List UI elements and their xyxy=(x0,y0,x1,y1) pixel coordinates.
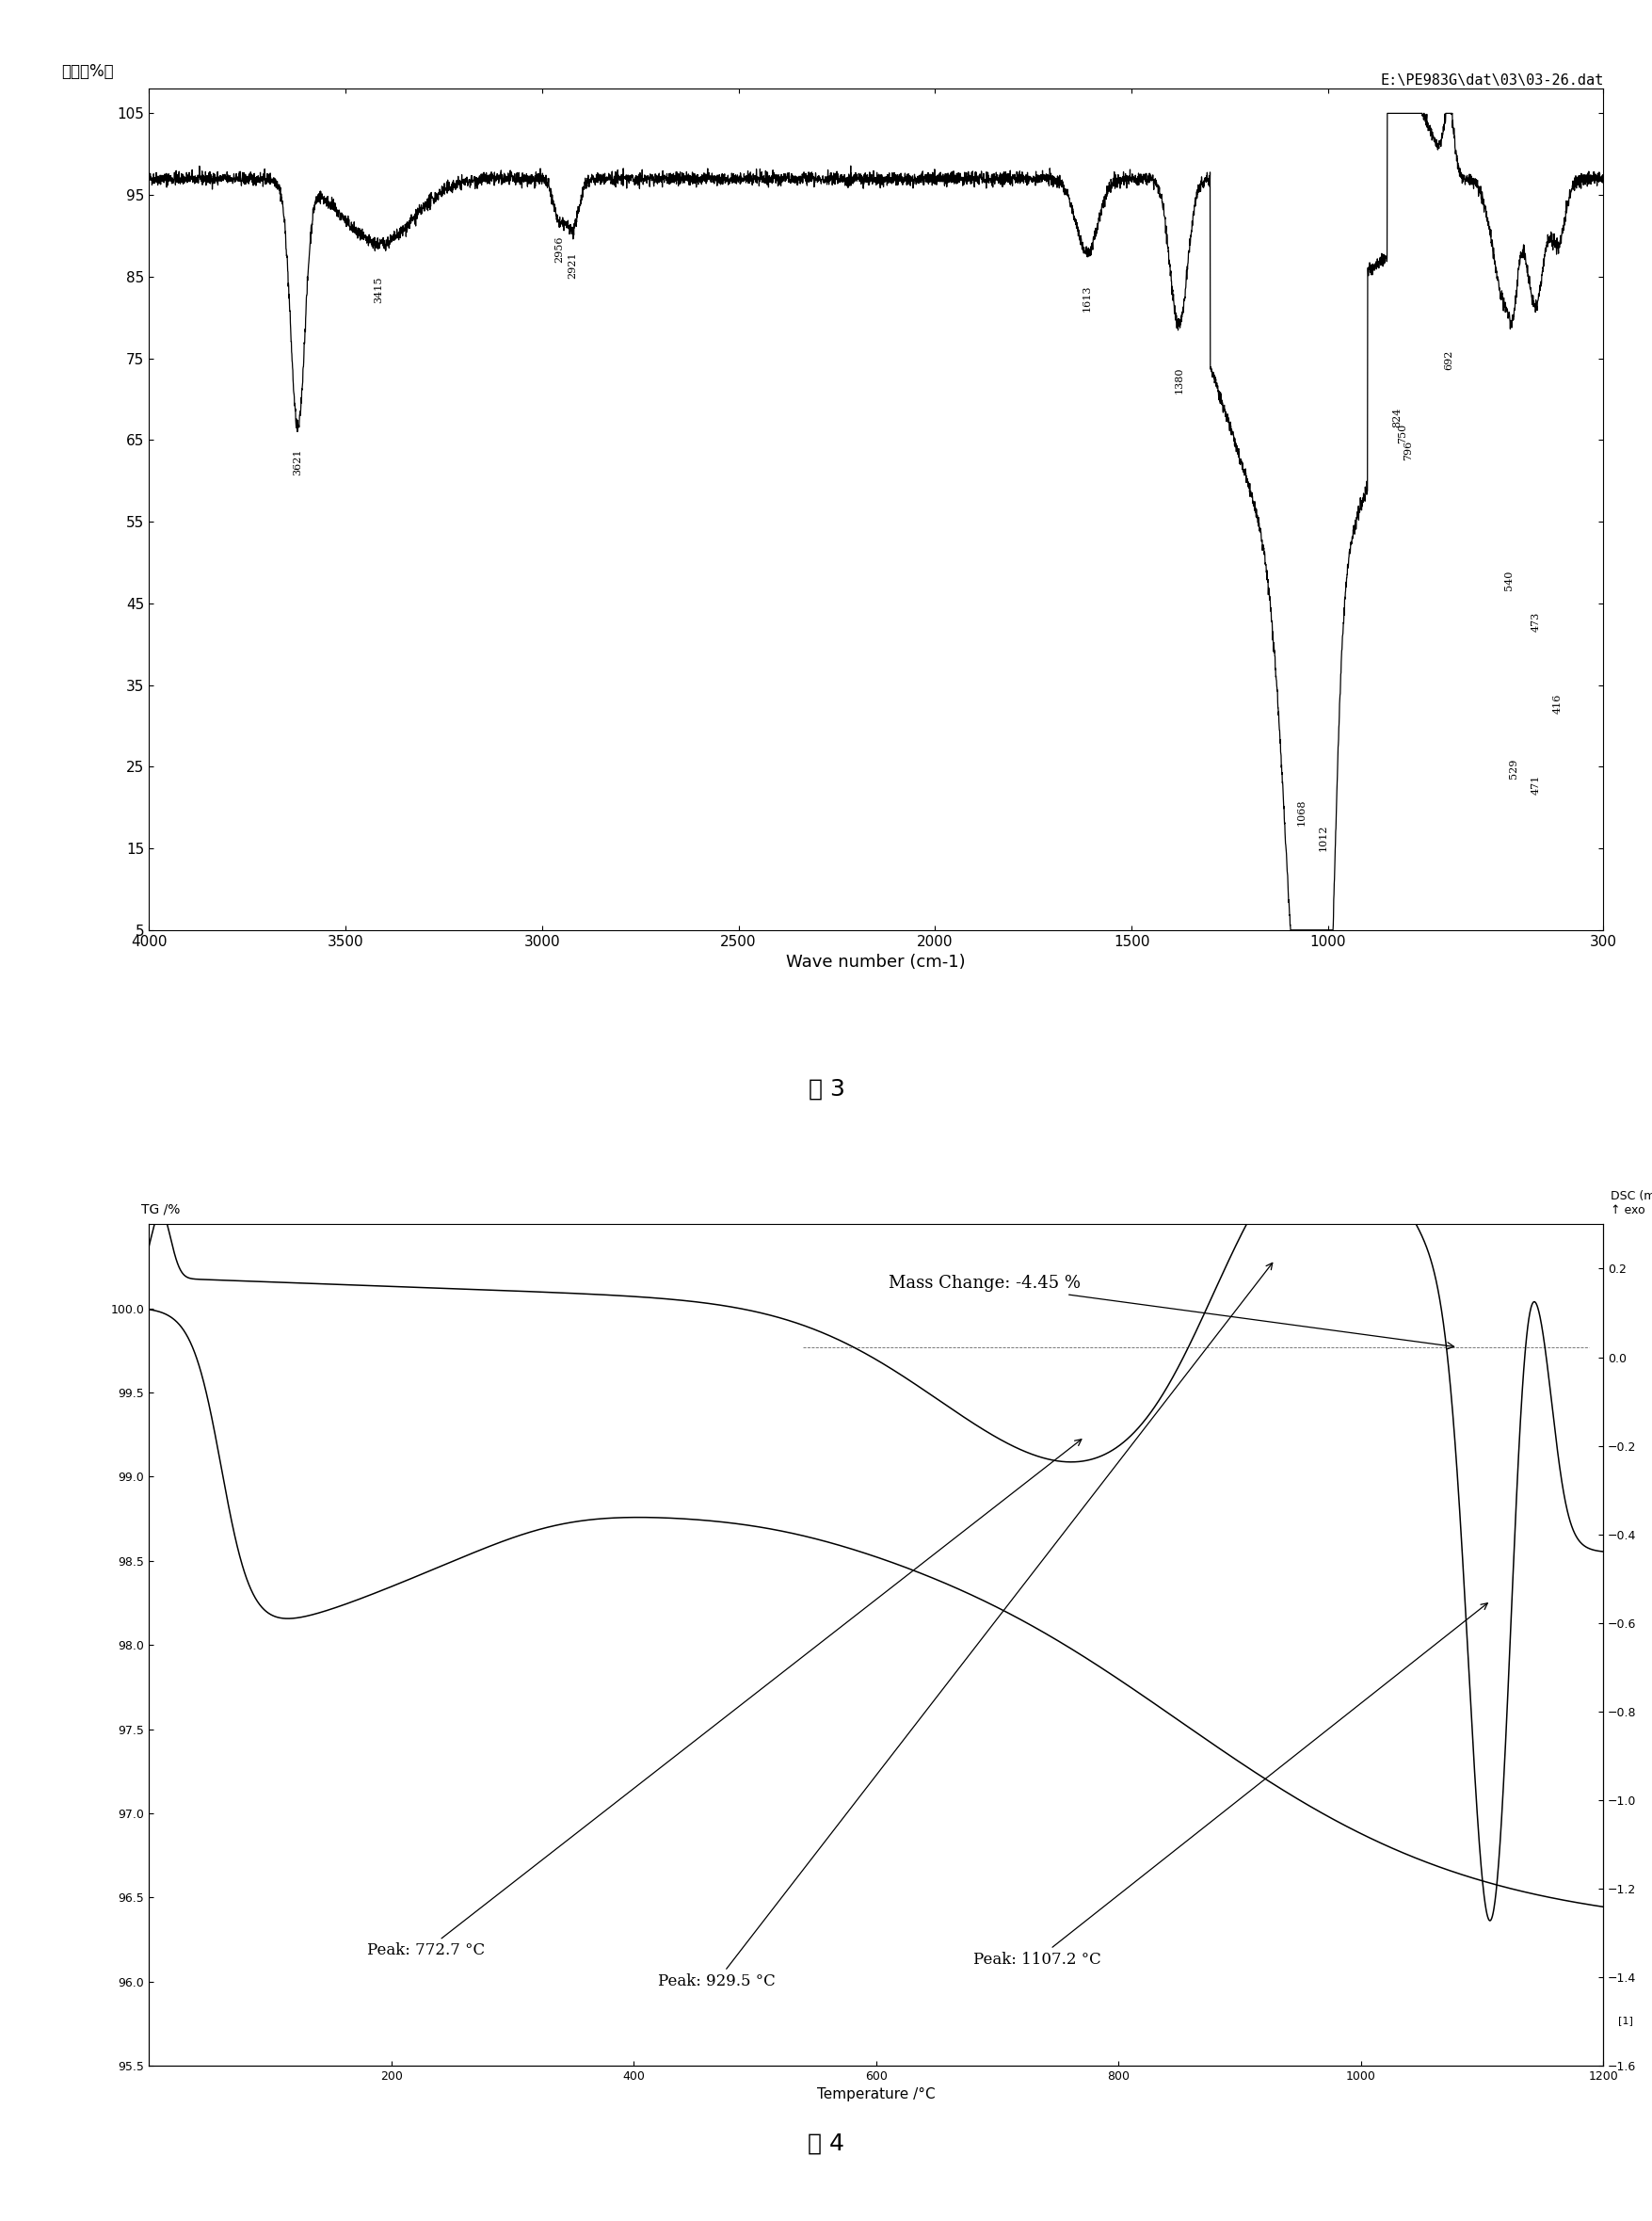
Text: 473: 473 xyxy=(1530,611,1540,631)
Text: 540: 540 xyxy=(1503,571,1513,591)
Text: TG /%: TG /% xyxy=(142,1204,180,1215)
X-axis label: Temperature /°C: Temperature /°C xyxy=(816,2088,935,2101)
Text: 图 4: 图 4 xyxy=(808,2132,844,2154)
Text: Peak: 1107.2 °C: Peak: 1107.2 °C xyxy=(973,1604,1487,1968)
Text: 1012: 1012 xyxy=(1318,824,1328,851)
X-axis label: Wave number (cm-1): Wave number (cm-1) xyxy=(786,953,965,971)
Text: 图 3: 图 3 xyxy=(808,1077,844,1099)
Text: 796: 796 xyxy=(1403,440,1412,460)
Text: 1380: 1380 xyxy=(1173,366,1183,393)
Text: DSC (mW/mg)
↑ exo: DSC (mW/mg) ↑ exo xyxy=(1609,1190,1652,1215)
Text: 692: 692 xyxy=(1444,351,1454,371)
Text: [1]: [1] xyxy=(1617,2017,1632,2026)
Text: 1068: 1068 xyxy=(1295,800,1305,826)
Text: E:\PE983G\dat\03\03-26.dat: E:\PE983G\dat\03\03-26.dat xyxy=(1379,73,1602,89)
Text: 529: 529 xyxy=(1508,760,1517,780)
Text: Peak: 929.5 °C: Peak: 929.5 °C xyxy=(657,1264,1272,1990)
Text: 750: 750 xyxy=(1398,424,1408,444)
Text: 2921: 2921 xyxy=(568,253,577,280)
Text: Peak: 772.7 °C: Peak: 772.7 °C xyxy=(367,1439,1080,1959)
Text: Mass Change: -4.45 %: Mass Change: -4.45 % xyxy=(887,1275,1454,1348)
Text: 3415: 3415 xyxy=(373,278,383,304)
Text: 2956: 2956 xyxy=(553,235,563,262)
Text: 3621: 3621 xyxy=(292,449,302,475)
Text: 471: 471 xyxy=(1530,775,1540,795)
Text: 透过（%）: 透过（%） xyxy=(61,64,114,80)
Text: 824: 824 xyxy=(1393,406,1401,426)
Text: 416: 416 xyxy=(1553,693,1561,713)
Text: 1613: 1613 xyxy=(1082,284,1092,311)
